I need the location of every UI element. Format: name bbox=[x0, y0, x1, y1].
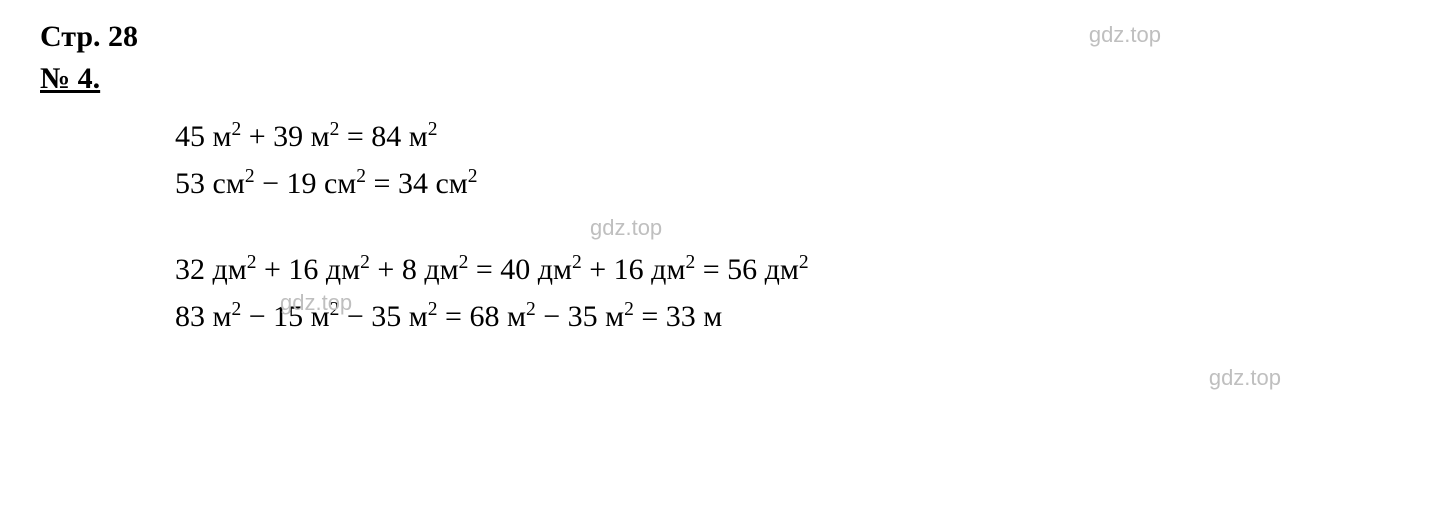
equation-line: 45 м2 + 39 м2 = 84 м2 bbox=[175, 114, 1401, 161]
watermark: gdz.top bbox=[280, 290, 352, 316]
equation-line: 83 м2 − 15 м2 − 35 м2 = 68 м2 − 35 м2 = … bbox=[175, 294, 1401, 341]
equation-line: 53 см2 − 19 см2 = 34 см2 bbox=[175, 161, 1401, 208]
equations-block: 45 м2 + 39 м2 = 84 м2 53 см2 − 19 см2 = … bbox=[40, 114, 1401, 340]
page-label: Стр. 28 bbox=[40, 20, 1401, 54]
watermark: gdz.top bbox=[590, 215, 662, 241]
spacer bbox=[175, 207, 1401, 247]
equation-line: 32 дм2 + 16 дм2 + 8 дм2 = 40 дм2 + 16 дм… bbox=[175, 247, 1401, 294]
watermark: gdz.top bbox=[1089, 22, 1161, 48]
problem-number: № 4. bbox=[40, 62, 1401, 96]
watermark: gdz.top bbox=[1209, 365, 1281, 391]
